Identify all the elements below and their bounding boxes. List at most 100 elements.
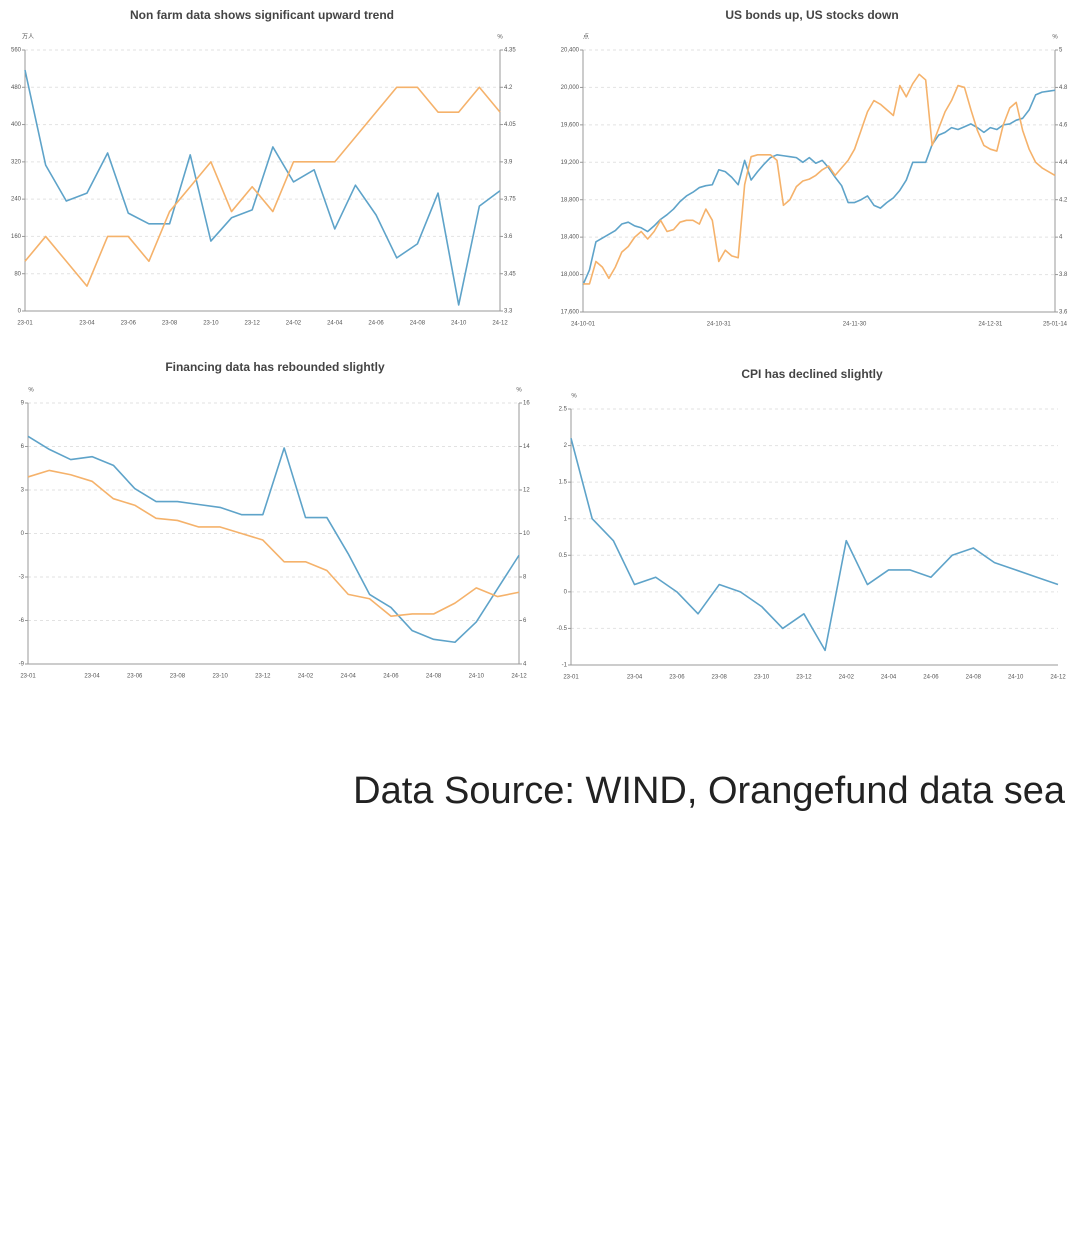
y-tick-label: 3.75: [504, 197, 516, 203]
y-tick-label: 19,600: [561, 122, 580, 128]
y-tick-label: 18,400: [561, 235, 580, 241]
y-tick-label: 3.6: [1059, 310, 1068, 316]
x-tick-label: 24-08: [966, 675, 982, 681]
y-tick-label: 4.4: [1059, 160, 1068, 166]
y-tick-label: -9: [19, 662, 25, 668]
y-tick-label: 12: [523, 488, 530, 494]
x-tick-label: 23-10: [212, 674, 228, 680]
x-tick-label: 23-04: [627, 675, 643, 681]
y-axis-unit: %: [571, 394, 577, 400]
y-tick-label: 17,600: [561, 310, 580, 316]
chart-title: Financing data has rebounded slightly: [165, 360, 385, 374]
y-tick-label: 0: [564, 589, 568, 595]
y-tick-label: 2.5: [559, 407, 568, 413]
y-tick-label: 4.6: [1059, 122, 1068, 128]
y-tick-label: 4.2: [504, 85, 513, 91]
x-tick-label: 24-10: [1008, 675, 1024, 681]
y-tick-label: 400: [11, 122, 22, 128]
y-tick-label: 6: [21, 444, 25, 450]
y2-axis-unit: %: [516, 388, 522, 394]
y-tick-label: 320: [11, 159, 22, 165]
x-tick-label: 24-02: [286, 321, 302, 327]
chart-title: CPI has declined slightly: [741, 367, 883, 381]
data-line: [27, 435, 520, 644]
x-tick-label: 24-04: [341, 674, 357, 680]
data-line: [24, 86, 501, 287]
x-tick-label: 23-06: [669, 675, 685, 681]
x-tick-label: 24-04: [881, 675, 897, 681]
y-tick-label: -1: [562, 663, 568, 669]
x-tick-label: 24-10: [451, 321, 467, 327]
y-tick-label: 8: [523, 575, 527, 581]
x-tick-label: 24-06: [368, 321, 384, 327]
x-tick-label: 24-10-31: [707, 322, 732, 328]
x-tick-label: 23-10: [754, 675, 770, 681]
y-tick-label: 4.05: [504, 122, 516, 128]
x-tick-label: 23-01: [20, 674, 36, 680]
data-line: [583, 73, 1056, 285]
y-tick-label: 18,800: [561, 197, 580, 203]
y-tick-label: 480: [11, 85, 22, 91]
x-tick-label: 23-08: [712, 675, 728, 681]
y-axis-unit: 万人: [22, 34, 34, 41]
y-tick-label: 1: [564, 516, 568, 522]
y-tick-label: 4.2: [1059, 197, 1068, 203]
x-tick-label: 24-08: [426, 674, 442, 680]
y-tick-label: -3: [19, 575, 25, 581]
y-tick-label: 0: [18, 309, 22, 315]
y-tick-label: 9: [21, 401, 25, 407]
y-tick-label: 0: [21, 531, 25, 537]
x-tick-label: 24-10: [469, 674, 485, 680]
y-tick-label: 3.8: [1059, 272, 1068, 278]
data-line: [582, 89, 1056, 286]
y-tick-label: 3.3: [504, 309, 513, 315]
y2-axis-unit: %: [1052, 35, 1058, 41]
y-tick-label: -6: [19, 618, 25, 624]
x-tick-label: 24-06: [383, 674, 399, 680]
y-tick-label: 4: [523, 662, 527, 668]
x-tick-label: 24-10-01: [571, 322, 596, 328]
x-tick-label: 23-10: [203, 321, 219, 327]
data-source: Data Source: WIND, Orangefund data sea: [353, 770, 1066, 812]
x-tick-label: 24-11-30: [843, 322, 867, 328]
y2-axis-unit: %: [497, 35, 503, 41]
y-tick-label: 2: [564, 443, 568, 449]
y-tick-label: 20,000: [561, 85, 580, 91]
x-tick-label: 23-01: [563, 675, 579, 681]
chart-title: Non farm data shows significant upward t…: [130, 8, 394, 22]
y-axis-unit: 点: [583, 33, 589, 41]
data-line: [27, 469, 520, 617]
y-tick-label: 160: [11, 234, 22, 240]
x-tick-label: 23-01: [17, 321, 33, 327]
x-tick-label: 24-12: [1050, 675, 1066, 681]
y-tick-label: 3: [21, 488, 25, 494]
x-tick-label: 24-04: [327, 321, 343, 327]
chart-title: US bonds up, US stocks down: [725, 8, 898, 22]
x-tick-label: 24-02: [298, 674, 314, 680]
x-tick-label: 23-12: [244, 321, 260, 327]
y-tick-label: 4.35: [504, 48, 516, 54]
x-tick-label: 24-12: [492, 321, 508, 327]
y-tick-label: 3.6: [504, 234, 513, 240]
y-axis-unit: %: [28, 388, 34, 394]
y-tick-label: 3.9: [504, 159, 513, 165]
y-tick-label: 1.5: [559, 480, 568, 486]
x-tick-label: 25-01-14: [1043, 322, 1068, 328]
x-tick-label: 23-06: [121, 321, 137, 327]
y-tick-label: -0.5: [557, 626, 568, 632]
data-line: [570, 438, 1059, 652]
data-line: [24, 69, 501, 306]
y-tick-label: 18,000: [561, 272, 580, 278]
x-tick-label: 24-12-31: [978, 322, 1003, 328]
x-tick-label: 24-08: [410, 321, 426, 327]
x-tick-label: 23-08: [162, 321, 178, 327]
y-tick-label: 10: [523, 531, 530, 537]
y-tick-label: 6: [523, 618, 527, 624]
y-tick-label: 240: [11, 197, 22, 203]
x-tick-label: 23-06: [127, 674, 143, 680]
y-tick-label: 5: [1059, 48, 1063, 54]
y-tick-label: 560: [11, 48, 22, 54]
y-tick-label: 16: [523, 401, 530, 407]
x-tick-label: 24-02: [839, 675, 855, 681]
